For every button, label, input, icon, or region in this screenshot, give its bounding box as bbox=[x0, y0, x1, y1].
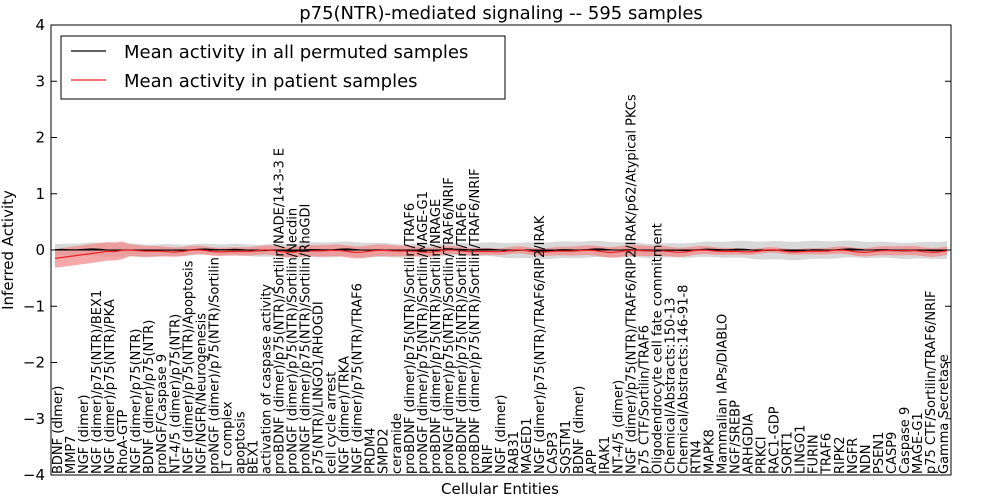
x-tick-label: MAGED1 bbox=[520, 418, 535, 474]
y-axis-label: Inferred Activity bbox=[0, 190, 17, 310]
x-tick-label: BEX1 bbox=[246, 440, 261, 474]
x-tick-label: NRIF bbox=[481, 444, 496, 474]
x-tick-label: NGF/NGFR/Neurogenesis bbox=[194, 313, 209, 474]
x-tick-label: NGF (dimer)/p75(NTR)/PKA bbox=[103, 299, 118, 474]
x-tick-label: Gamma Secretase bbox=[937, 354, 952, 474]
x-tick-label: NGF (dimer)/p75(NTR)/TRAF6 bbox=[351, 283, 366, 474]
x-tick-label: PRKCI bbox=[755, 436, 770, 474]
x-tick-label: proNGF (dimer)/p75(NTR)/Sortilin/TRAF6/N… bbox=[442, 177, 457, 474]
x-tick-label: SMPD2 bbox=[377, 428, 392, 474]
y-tick-label: 2 bbox=[35, 129, 45, 147]
x-tick-label: BDNF (dimer) bbox=[572, 386, 587, 474]
legend-box bbox=[60, 35, 506, 100]
x-tick-label: NGFR bbox=[846, 438, 861, 474]
x-tick-label: APP bbox=[585, 449, 600, 474]
x-tick-label: NGF (dimer)/p75(NTR) bbox=[129, 329, 144, 474]
y-tick-label: −1 bbox=[23, 297, 45, 315]
x-tick-label: MAGE-G1 bbox=[911, 412, 926, 474]
x-tick-label: BDNF (dimer) bbox=[51, 386, 66, 474]
x-tick-label: FURIN bbox=[807, 434, 822, 474]
x-tick-label: Mammalian IAPs/DIABLO bbox=[716, 314, 731, 474]
x-tick-label: proBDNF (dimer)/p75(NTR)/Sortilin/TRAF6 bbox=[403, 203, 418, 474]
x-tick-label: Caspase 9 bbox=[898, 407, 913, 474]
x-tick-label: ceramide bbox=[390, 413, 405, 474]
y-tick-label: 1 bbox=[35, 185, 45, 203]
x-tick-label: PRDM4 bbox=[364, 428, 379, 474]
x-tick-label: NDN bbox=[859, 445, 874, 474]
x-tick-label: proNGF (dimer)/p75(NTR)/Sortilin/MAGE-G1 bbox=[416, 191, 431, 474]
y-tick-label: 0 bbox=[35, 241, 45, 259]
y-tick-label: 3 bbox=[35, 72, 45, 90]
x-tick-label: RTN4 bbox=[689, 440, 704, 474]
x-tick-label: NGF/SREBP bbox=[729, 400, 744, 474]
x-tick-label: CASP3 bbox=[546, 432, 561, 474]
permuted-mean-line bbox=[54, 248, 948, 252]
x-tick-label: CASP9 bbox=[885, 432, 900, 474]
x-tick-label: RIPK2 bbox=[833, 436, 848, 474]
x-tick-label: NGF (dimer)/p75(NTR)/Apoptosis bbox=[181, 260, 196, 474]
x-tick-label: p75(NTR)/LINGO1/RHOGDI bbox=[312, 301, 327, 474]
y-axis-ticks: −4 −3 −2 −1 0 1 2 3 4 bbox=[23, 16, 951, 484]
chart-title: p75(NTR)-mediated signaling -- 595 sampl… bbox=[299, 3, 703, 24]
x-tick-label: proBDNF (dimer)/p75(NTR)/Sortilin/NRAGE bbox=[429, 199, 444, 474]
x-tick-label: proNGF (dimer)/p75(NTR)/Sortilin/Necdin bbox=[286, 208, 301, 474]
x-tick-label: proNGF/Caspase 9 bbox=[155, 354, 170, 474]
y-tick-label: −4 bbox=[23, 466, 45, 484]
x-tick-label: proBDNF (dimer)/p75(NTR)/Sortilin/TRAF6 bbox=[455, 203, 470, 474]
x-axis-label: Cellular Entities bbox=[441, 480, 559, 498]
x-tick-label: MMP7 bbox=[64, 435, 79, 474]
legend-label-patient: Mean activity in patient samples bbox=[124, 71, 418, 92]
x-tick-label: proNGF (dimer)/p75(NTR)/Sortilin bbox=[207, 257, 222, 474]
x-tick-label: activation of caspase activity bbox=[260, 284, 275, 474]
x-tick-label: Chemical/Abstracts:150-13 bbox=[663, 298, 678, 474]
x-tick-label: TRAF6 bbox=[820, 433, 835, 475]
x-tick-label: proBDNF (dimer)/p75(NTR)/Sortilin/TRAF6/… bbox=[468, 168, 483, 474]
x-tick-label: LT complex bbox=[220, 401, 235, 474]
x-tick-label: NT-4/5 (dimer) bbox=[611, 380, 626, 474]
x-tick-label: SORT1 bbox=[781, 431, 796, 474]
x-tick-label: proNGF (dimer)/p75(NTR)/Sortilin/RhoGDI bbox=[299, 204, 314, 474]
x-tick-label: MAPK8 bbox=[703, 429, 718, 474]
x-tick-label: LINGO1 bbox=[794, 425, 809, 474]
x-tick-label: NGF (dimer) bbox=[77, 395, 92, 474]
x-tick-label: ARHGDIA bbox=[742, 413, 757, 474]
y-tick-label: −2 bbox=[23, 354, 45, 372]
x-tick-label: proBDNF (dimer)/p75(NTR)/Sortilin/NADE/1… bbox=[273, 148, 288, 474]
y-tick-label: −3 bbox=[23, 410, 45, 428]
legend-label-permuted: Mean activity in all permuted samples bbox=[124, 42, 468, 63]
patient-mean-line bbox=[54, 249, 948, 259]
x-tick-label: p75 CTF/Sortilin/TRAF6 bbox=[637, 325, 652, 474]
x-tick-label: Oligodendrocyte cell fate commitment bbox=[650, 223, 665, 474]
x-tick-label: NGF (dimer) bbox=[494, 395, 509, 474]
x-tick-label: RhoA-GTP bbox=[116, 409, 131, 474]
x-tick-label: apoptosis bbox=[233, 411, 248, 474]
y-tick-label: 4 bbox=[35, 16, 45, 34]
legend: Mean activity in all permuted samples Me… bbox=[60, 35, 506, 100]
x-tick-label: SQSTM1 bbox=[559, 420, 574, 474]
x-tick-label: RAB31 bbox=[507, 431, 522, 474]
x-tick-label: NGF (dimer)/p75(NTR)/BEX1 bbox=[90, 290, 105, 474]
x-tick-label: BDNF (dimer)/p75(NTR) bbox=[142, 320, 157, 474]
x-tick-label: NGF (dimer)/p75(NTR)/TRAF6/RIP2/IRAK/p62… bbox=[624, 94, 639, 474]
x-tick-label: IRAK1 bbox=[598, 436, 613, 474]
plot-area bbox=[51, 240, 951, 268]
x-tick-label: NGF (dimer)/TRKA bbox=[338, 356, 353, 474]
x-tick-label: PSEN1 bbox=[872, 432, 887, 474]
x-tick-label: NGF (dimer)/p75(NTR)/TRAF6/RIP2/IRAK bbox=[533, 215, 548, 474]
x-tick-label: Chemical/Abstracts:146-91-8 bbox=[676, 285, 691, 474]
x-tick-label: RAC1-GDP bbox=[768, 406, 783, 474]
x-tick-label: cell cycle arrest bbox=[325, 372, 340, 474]
patient-band bbox=[55, 241, 947, 268]
x-tick-label: p75 CTF/Sortilin/TRAF6/NRIF bbox=[924, 291, 939, 474]
x-tick-label: NT-4/5 (dimer)/p75(NTR) bbox=[168, 314, 183, 474]
